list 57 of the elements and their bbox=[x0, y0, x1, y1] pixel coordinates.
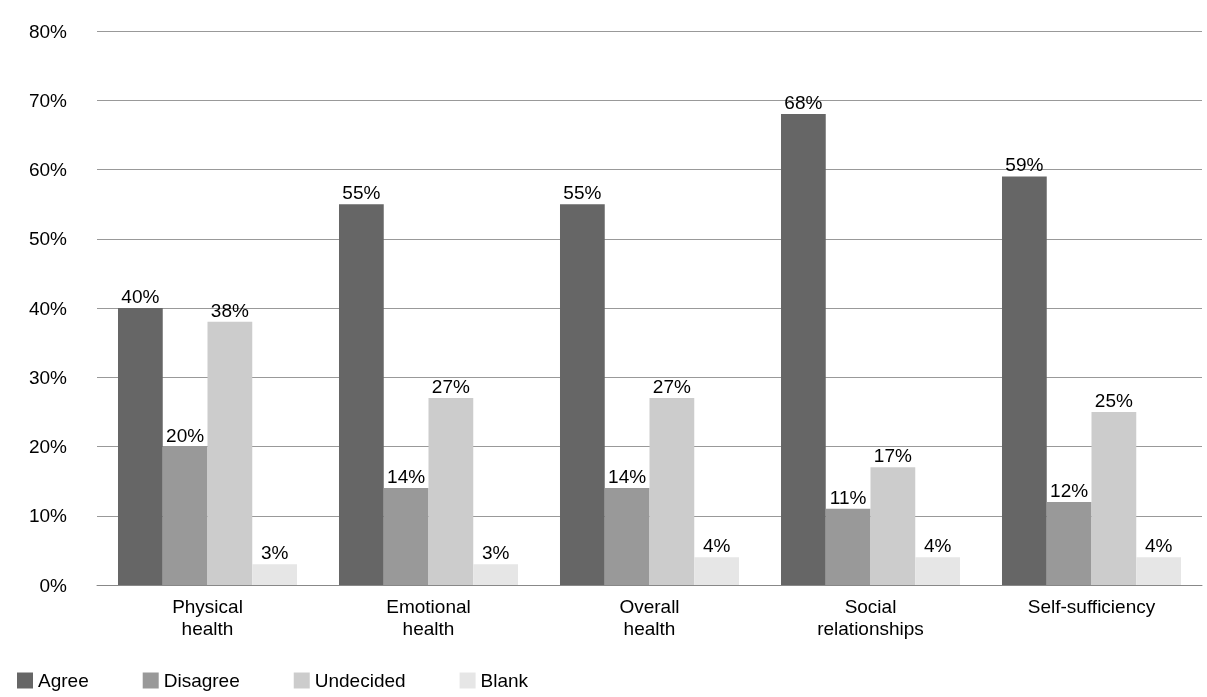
x-tick-label: Social relationships bbox=[817, 595, 924, 639]
legend-label: Disagree bbox=[163, 670, 240, 691]
bar bbox=[825, 508, 871, 585]
bar bbox=[383, 488, 429, 585]
bar bbox=[915, 557, 961, 585]
y-tick-label: 80% bbox=[28, 20, 68, 42]
legend-label: Blank bbox=[480, 670, 529, 691]
y-tick-label: 0% bbox=[39, 574, 68, 596]
data-label: 11% bbox=[829, 486, 867, 508]
y-tick-label: 10% bbox=[28, 505, 68, 527]
data-label: 40% bbox=[121, 286, 160, 307]
bar bbox=[473, 564, 519, 585]
data-label: 3% bbox=[260, 542, 289, 564]
bar bbox=[1136, 557, 1182, 585]
bar bbox=[780, 114, 826, 585]
legend-label: Undecided bbox=[314, 670, 406, 691]
data-label: 14% bbox=[387, 466, 426, 488]
data-label: 12% bbox=[1050, 479, 1089, 501]
x-tick-label: Overall health bbox=[619, 595, 680, 639]
x-tick-label: Physical health bbox=[172, 595, 243, 639]
bar bbox=[559, 204, 605, 585]
bar bbox=[252, 564, 298, 585]
data-label: 4% bbox=[702, 535, 731, 557]
bar bbox=[207, 321, 253, 585]
bar bbox=[1001, 176, 1047, 585]
bar bbox=[339, 204, 384, 585]
data-label: 27% bbox=[431, 376, 470, 398]
bar bbox=[604, 488, 650, 585]
x-tick-label: Self-sufficiency bbox=[1027, 595, 1156, 617]
data-label: 4% bbox=[923, 535, 952, 557]
data-label: 3% bbox=[481, 542, 510, 564]
y-tick-label: 70% bbox=[28, 89, 68, 111]
y-tick-label: 60% bbox=[28, 159, 68, 180]
x-tick-label: Emotional health bbox=[386, 595, 471, 639]
data-label: 20% bbox=[166, 424, 205, 446]
bar bbox=[118, 308, 163, 585]
data-label: 68% bbox=[784, 92, 823, 114]
bar bbox=[428, 398, 474, 585]
data-label: 4% bbox=[1144, 535, 1173, 557]
data-label: 14% bbox=[608, 466, 647, 488]
legend-label: Agree bbox=[38, 670, 89, 691]
data-label: 38% bbox=[210, 299, 249, 321]
y-tick-label: 30% bbox=[28, 366, 68, 388]
y-tick-label: 50% bbox=[28, 228, 68, 250]
data-label: 25% bbox=[1094, 389, 1133, 411]
bar bbox=[1046, 501, 1092, 585]
bar bbox=[870, 467, 916, 585]
y-tick-label: 20% bbox=[28, 436, 68, 457]
data-label: 59% bbox=[1005, 154, 1044, 176]
data-label: 27% bbox=[652, 376, 691, 398]
bar bbox=[649, 398, 695, 585]
y-tick-label: 40% bbox=[28, 297, 68, 319]
data-label: 55% bbox=[563, 182, 602, 204]
data-label: 17% bbox=[873, 445, 912, 467]
bar bbox=[1091, 411, 1137, 585]
data-label: 55% bbox=[342, 182, 381, 204]
bar bbox=[694, 557, 740, 585]
